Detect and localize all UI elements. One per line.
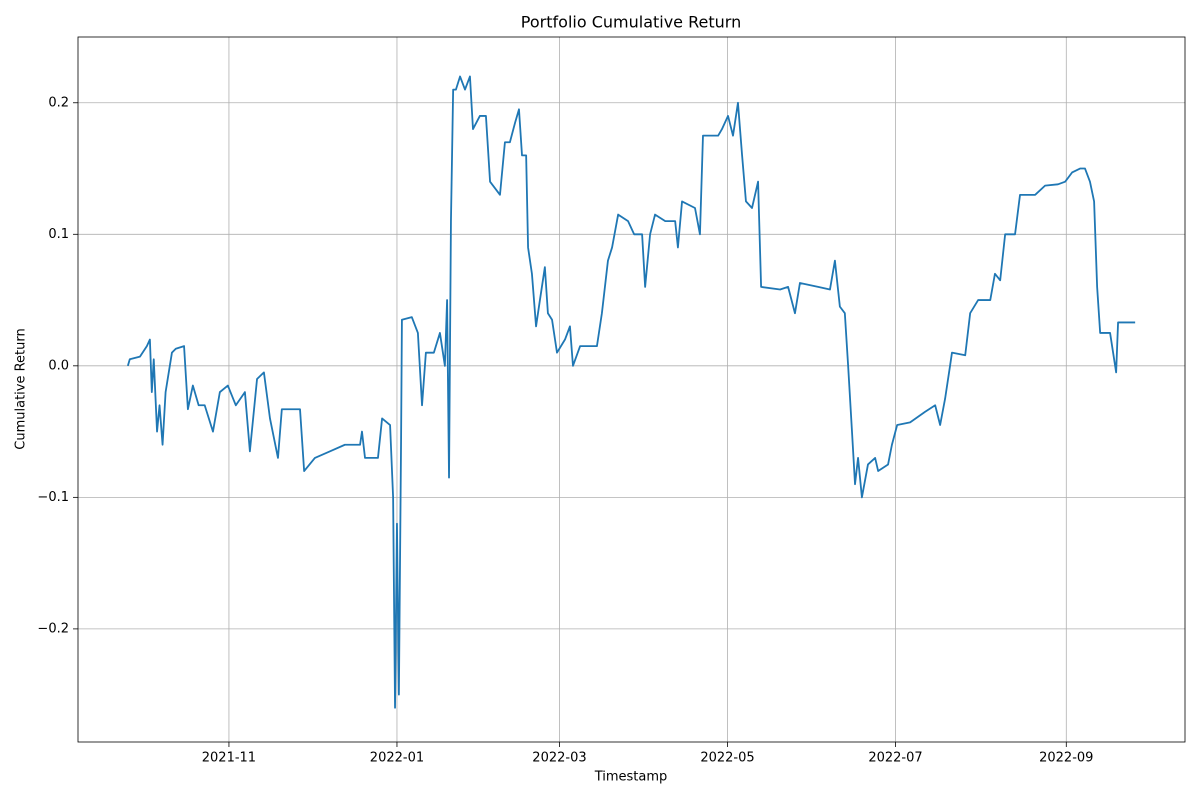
x-tick-label: 2021-11 bbox=[202, 751, 256, 766]
y-tick-label: −0.2 bbox=[37, 621, 69, 636]
x-tick-label: 2022-09 bbox=[1039, 751, 1093, 766]
x-tick-label: 2022-07 bbox=[868, 751, 922, 766]
y-axis-label: Cumulative Return bbox=[14, 328, 29, 449]
plot-frame bbox=[77, 36, 1186, 743]
x-tick-label: 2022-05 bbox=[700, 751, 754, 766]
x-tick-label: 2022-03 bbox=[532, 751, 586, 766]
x-tick-label: 2022-01 bbox=[370, 751, 424, 766]
y-tick-label: 0.1 bbox=[48, 227, 69, 242]
data-line bbox=[126, 75, 1136, 709]
y-tick-label: 0.2 bbox=[48, 95, 69, 110]
chart-title: Portfolio Cumulative Return bbox=[521, 13, 741, 32]
x-axis-label: Timestamp bbox=[594, 770, 668, 785]
y-tick-label: 0.0 bbox=[48, 358, 69, 373]
y-tick-label: −0.1 bbox=[37, 490, 69, 505]
